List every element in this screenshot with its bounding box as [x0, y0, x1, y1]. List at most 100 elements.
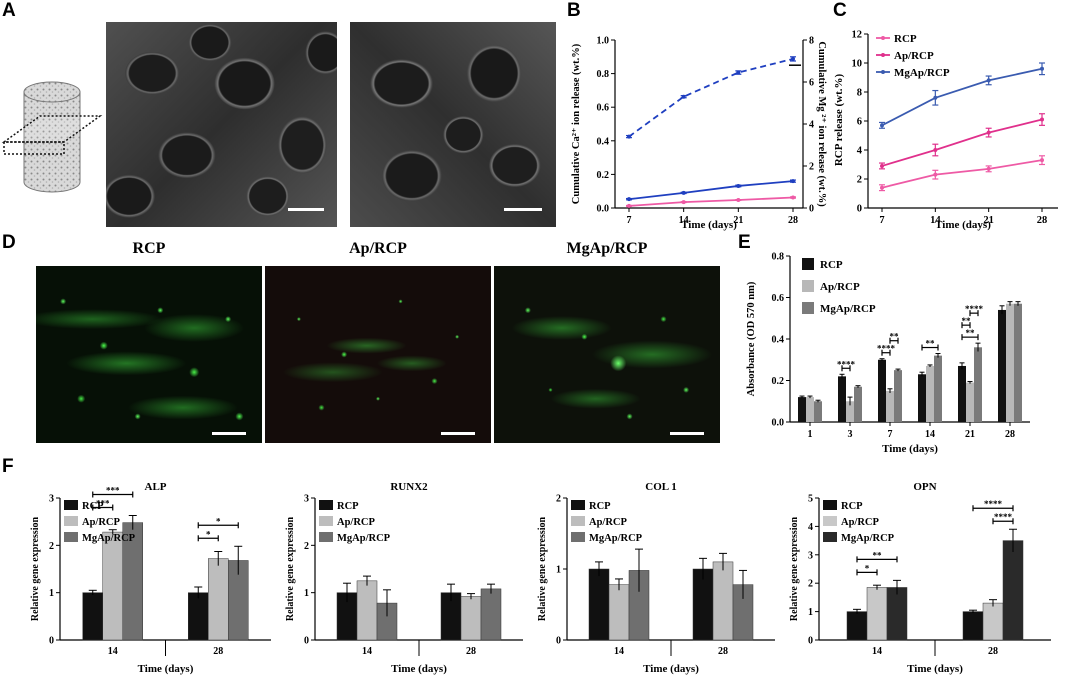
- legend-swatch: [64, 532, 78, 542]
- legend-swatch: [571, 532, 585, 542]
- y-tick-label: 4: [857, 146, 863, 157]
- x-tick-label: 7: [879, 215, 884, 226]
- panel-label-f: F: [2, 456, 14, 477]
- panel-label-e: E: [738, 232, 751, 253]
- significance-label: ****: [837, 359, 856, 369]
- significance-label: **: [873, 550, 883, 560]
- series-line: [881, 118, 1043, 167]
- bar: [460, 596, 482, 641]
- bar: [846, 401, 854, 422]
- data-point: [880, 185, 884, 190]
- x-tick-label: 1: [808, 429, 813, 440]
- x-axis-label: Time (days): [391, 663, 447, 675]
- significance-label: **: [962, 316, 972, 326]
- y-tick-label: 10: [852, 59, 863, 70]
- x-axis-label: Time (days): [643, 663, 699, 675]
- x-tick-label: 28: [988, 646, 998, 657]
- bar: [962, 611, 984, 641]
- bar: [958, 365, 966, 422]
- x-tick-label: 21: [965, 429, 975, 440]
- legend-swatch: [802, 258, 814, 270]
- y-tick-label: 0.2: [772, 376, 785, 387]
- significance-label: **: [966, 328, 976, 338]
- y-tick-label: 0: [857, 204, 862, 215]
- scale-bar: [504, 208, 542, 211]
- chart-b-x-ticks: 7 14 21 28: [627, 208, 798, 226]
- panel-label-a: A: [2, 0, 16, 21]
- bar: [982, 602, 1004, 641]
- y-tick-label: 1: [556, 565, 561, 576]
- bar: [966, 382, 974, 422]
- y-tick-label: 0.4: [597, 136, 610, 147]
- bar: [878, 359, 886, 422]
- x-tick-label: 28: [1005, 429, 1015, 440]
- bar: [838, 376, 846, 422]
- legend-swatch: [571, 500, 585, 510]
- bar: [588, 568, 610, 641]
- data-point: [627, 197, 631, 202]
- significance-label: *: [216, 516, 221, 526]
- data-point: [933, 95, 938, 100]
- legend-swatch: [802, 302, 814, 314]
- chart-c-y-ticks: 0 2 4 6 8 10 12: [852, 30, 868, 215]
- significance-label: ****: [877, 344, 896, 354]
- bar: [1002, 540, 1024, 641]
- sem-image-2: [350, 22, 556, 227]
- y-tick-label: 0.6: [597, 103, 610, 114]
- chart-b-series: [626, 56, 801, 208]
- bar: [814, 401, 822, 422]
- chart-e-bars: [798, 301, 1022, 422]
- legend-swatch: [571, 516, 585, 526]
- significance-label: ****: [994, 512, 1013, 522]
- legend-swatch: [802, 280, 814, 292]
- legend-label: RCP: [589, 501, 611, 512]
- y2-tick-label: 8: [809, 36, 814, 47]
- x-tick-label: 3: [848, 429, 853, 440]
- y-axis-label: Relative gene expression: [789, 516, 800, 621]
- chart-c-series: [879, 62, 1045, 192]
- chart-e-x-ticks: 1 3 7 14 21 28: [808, 422, 1015, 440]
- bar: [866, 587, 888, 641]
- series-line: [881, 159, 1043, 189]
- x-axis-label: Time (days): [138, 663, 194, 675]
- scale-bar: [212, 432, 246, 435]
- data-point: [627, 134, 631, 139]
- y-tick-label: 2: [556, 494, 561, 505]
- bar: [806, 397, 814, 422]
- x-tick-label: 14: [679, 215, 689, 226]
- y-axis-label: Relative gene expression: [30, 516, 41, 621]
- fluo-title-mgap-rcp: MgAp/RCP: [566, 240, 648, 257]
- y-tick-label: 1: [304, 588, 309, 599]
- x-tick-label: 28: [718, 646, 728, 657]
- x-tick-label: 14: [872, 646, 882, 657]
- y-tick-label: 4: [808, 522, 813, 533]
- data-point: [736, 198, 741, 203]
- y-tick-label: 2: [49, 541, 54, 552]
- panel-label-b: B: [567, 0, 581, 21]
- x-tick-label: 21: [733, 215, 743, 226]
- y-tick-label: 3: [304, 494, 309, 505]
- bar: [1014, 303, 1022, 422]
- data-point: [1040, 158, 1044, 163]
- x-tick-label: 28: [466, 646, 476, 657]
- chart-f-alp: ALP Time (days) Relative gene expression 0 1…: [30, 481, 271, 675]
- scale-bar: [670, 432, 704, 435]
- legend-label: RCP: [841, 501, 863, 512]
- panel-label-d: D: [2, 232, 16, 253]
- significance-label: ***: [96, 499, 110, 509]
- x-tick-label: 14: [108, 646, 118, 657]
- y-tick-label: 0: [556, 636, 561, 647]
- data-point: [880, 163, 884, 168]
- significance-label: **: [926, 339, 936, 349]
- legend-label: Ap/RCP: [82, 517, 121, 528]
- chart-c-legend: RCP Ap/RCP MgAp/RCP: [876, 33, 950, 79]
- bar: [918, 374, 926, 422]
- chart-f-opn: OPN Time (days) Relative gene expression 0 1…: [789, 481, 1051, 675]
- bar: [82, 592, 103, 641]
- y2-tick-label: 2: [809, 162, 814, 173]
- x-tick-label: 7: [888, 429, 893, 440]
- chart-c-y-label: RCP release (wt.%): [833, 73, 845, 166]
- x-tick-label: 28: [788, 215, 798, 226]
- x-tick-label: 28: [1037, 215, 1048, 226]
- y-tick-label: 0: [49, 636, 54, 647]
